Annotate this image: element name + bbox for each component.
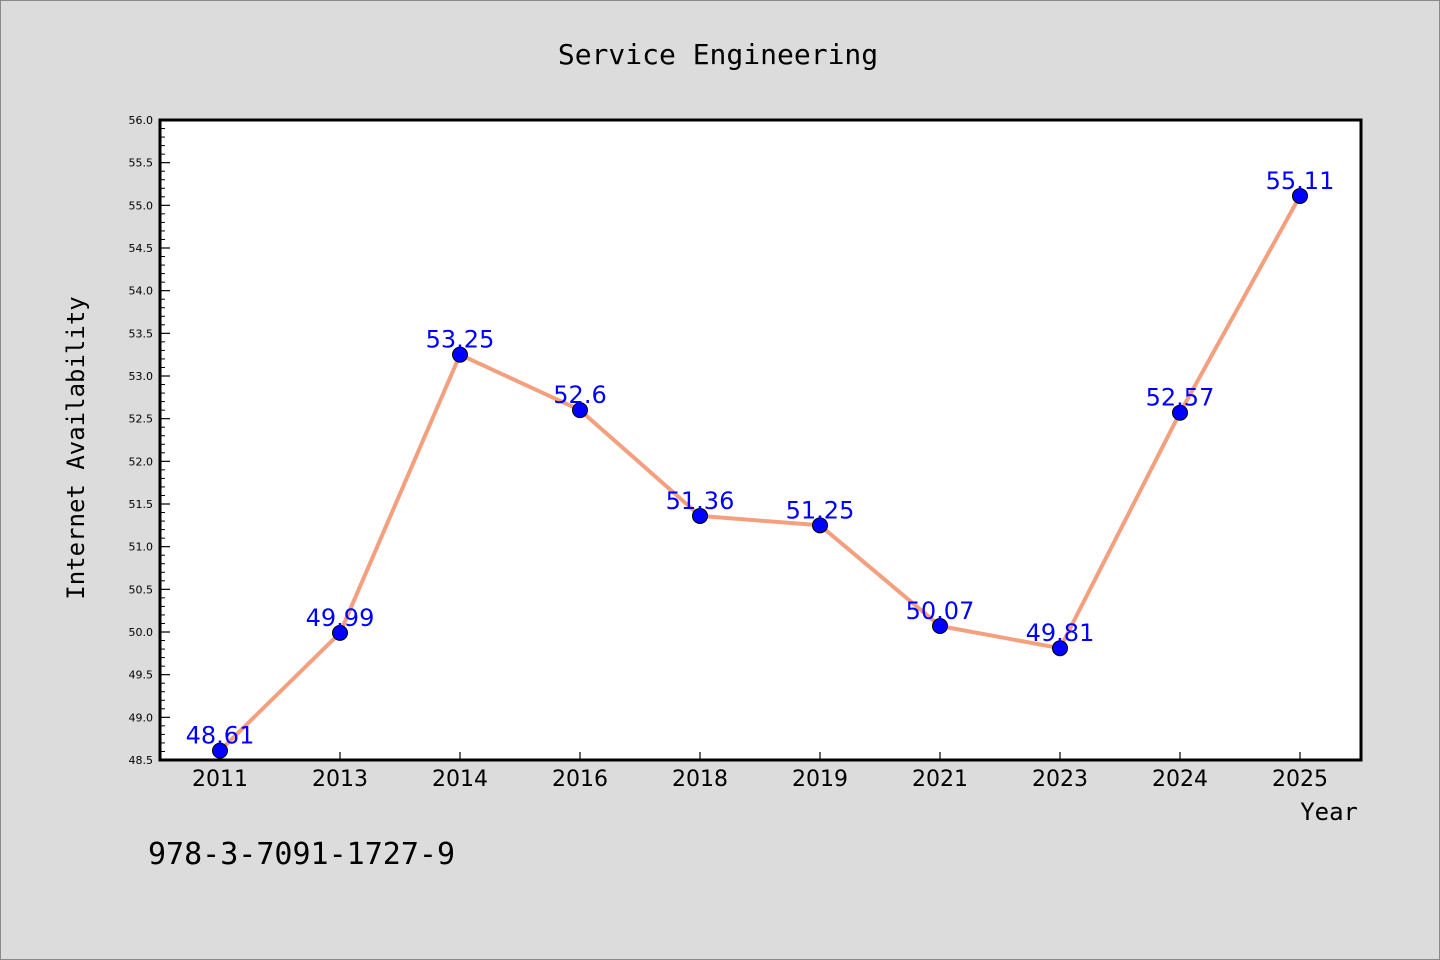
data-label: 50.07 — [906, 597, 975, 625]
plot-frame — [158, 118, 1363, 762]
x-tick-label: 2013 — [312, 767, 368, 792]
y-tick-label: 49.0 — [129, 711, 154, 724]
data-point — [1052, 640, 1068, 657]
x-tick-label: 2023 — [1032, 767, 1088, 792]
data-point — [1292, 187, 1308, 204]
data-label: 49.99 — [306, 604, 375, 632]
x-tick-label: 2024 — [1152, 767, 1208, 792]
x-axis-title: Year — [1300, 798, 1358, 826]
data-label: 53.25 — [426, 326, 495, 354]
chart-title: Service Engineering — [558, 38, 878, 71]
y-tick-label: 50.5 — [129, 583, 154, 596]
y-tick-label: 55.5 — [129, 157, 154, 170]
y-tick-label: 54.0 — [129, 285, 154, 298]
y-tick-label: 52.5 — [129, 413, 154, 426]
series-line — [218, 194, 1302, 753]
y-tick-label: 50.0 — [129, 626, 154, 639]
plot-area — [160, 120, 1361, 760]
data-label: 52.57 — [1146, 384, 1215, 412]
data-point — [692, 507, 708, 524]
data-label: 49.81 — [1026, 619, 1095, 647]
x-tick-label: 2018 — [672, 767, 728, 792]
x-axis-ticks: 2011 2013 2014 2016 2018 2019 2021 2023 2024 2025 — [192, 752, 1328, 792]
x-tick-label: 2014 — [432, 767, 488, 792]
data-label: 52.6 — [553, 381, 606, 409]
y-tick-label: 54.5 — [129, 242, 154, 255]
y-tick-label: 53.5 — [129, 327, 154, 340]
x-tick-label: 2021 — [912, 767, 968, 792]
data-points — [212, 187, 1308, 759]
footer-isbn: 978-3-7091-1727-9 — [148, 837, 455, 872]
y-tick-label: 49.5 — [129, 669, 154, 682]
data-point — [212, 742, 228, 759]
y-axis-ticks: 48.5 49.0 49.5 50.0 50.5 51.0 51.5 52.0 52.5 53.0… — [129, 114, 170, 767]
x-tick-label: 2011 — [192, 767, 248, 792]
y-tick-label: 56.0 — [129, 114, 154, 127]
x-tick-label: 2016 — [552, 767, 608, 792]
data-point — [572, 402, 588, 419]
data-label: 51.36 — [666, 487, 735, 515]
y-tick-label: 51.0 — [129, 541, 154, 554]
data-label: 48.61 — [186, 722, 255, 750]
x-tick-label: 2019 — [792, 767, 848, 792]
y-tick-label: 55.0 — [129, 199, 154, 212]
data-point — [332, 624, 348, 641]
data-label: 51.25 — [786, 496, 855, 524]
y-tick-label: 52.0 — [129, 455, 154, 468]
data-point — [932, 618, 948, 635]
x-tick-label: 2025 — [1272, 767, 1328, 792]
data-point — [452, 346, 468, 363]
y-axis-title: Internet Availability — [62, 296, 90, 599]
y-tick-label: 48.5 — [129, 754, 154, 767]
data-point — [812, 517, 828, 534]
y-tick-label: 53.0 — [129, 370, 154, 383]
y-tick-label: 51.5 — [129, 498, 154, 511]
data-point — [1172, 404, 1188, 421]
data-label: 55.11 — [1266, 167, 1335, 195]
data-labels: 48.61 49.99 53.25 52.6 51.36 51.25 50.07 49.81 5… — [186, 167, 1335, 750]
